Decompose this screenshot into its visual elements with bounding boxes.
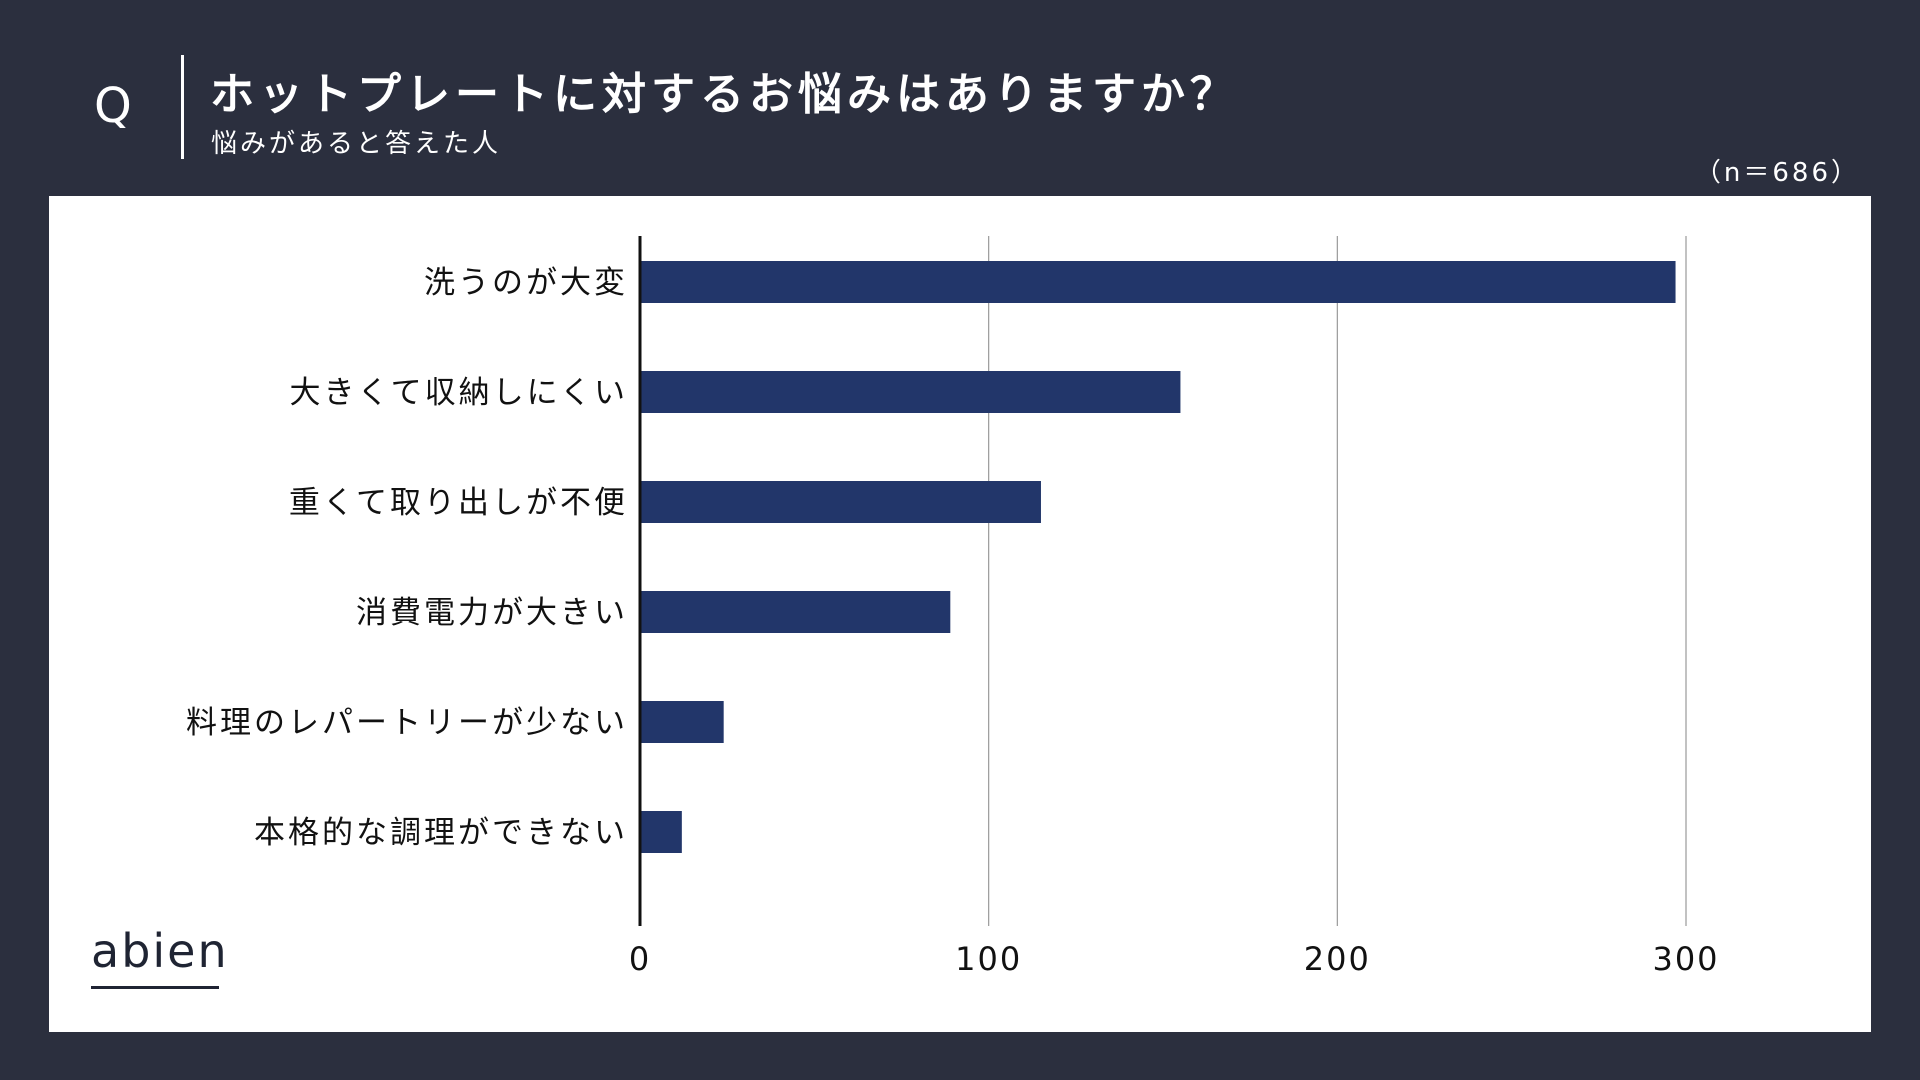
bar-2 xyxy=(640,481,1041,523)
category-label-5: 本格的な調理ができない xyxy=(254,815,628,851)
question-title: ホットプレートに対するお悩みはありますか？ xyxy=(210,69,1239,120)
question-marker: Q xyxy=(94,78,132,134)
category-label-2: 重くて取り出しが不便 xyxy=(289,485,628,521)
brand-logo: abien xyxy=(91,924,229,978)
chart-panel: 洗うのが大変大きくて収納しにくい 重くて取り出しが不便消費電力が大きい料理のレパー… xyxy=(49,196,1871,1032)
tick-label-200: 200 xyxy=(1304,940,1371,978)
bar-4 xyxy=(640,701,724,743)
sample-size-label: （n＝686） xyxy=(1694,158,1860,188)
bar-5 xyxy=(640,811,682,853)
bar-chart: 洗うのが大変大きくて収納しにくい重くて取り出しが不便消費電力が大きい料理のレパー… xyxy=(186,236,1719,978)
bar-0 xyxy=(640,261,1676,303)
header-divider xyxy=(181,55,184,159)
question-subtitle: 悩みがあると答えた人 xyxy=(211,129,502,159)
tick-label-100: 100 xyxy=(955,940,1022,978)
tick-label-300: 300 xyxy=(1652,940,1719,978)
bar-1 xyxy=(640,371,1181,413)
category-label-4: 料理のレパートリーが少ない xyxy=(186,705,628,741)
tick-label-0: 0 xyxy=(629,940,651,978)
category-label-0: 洗うのが大変 xyxy=(424,265,628,301)
brand-logo-underline xyxy=(91,986,219,989)
bar-3 xyxy=(640,591,951,633)
category-label-3: 消費電力が大きい xyxy=(356,595,628,631)
category-label-1: 大きくて収納しにくい xyxy=(290,375,628,411)
